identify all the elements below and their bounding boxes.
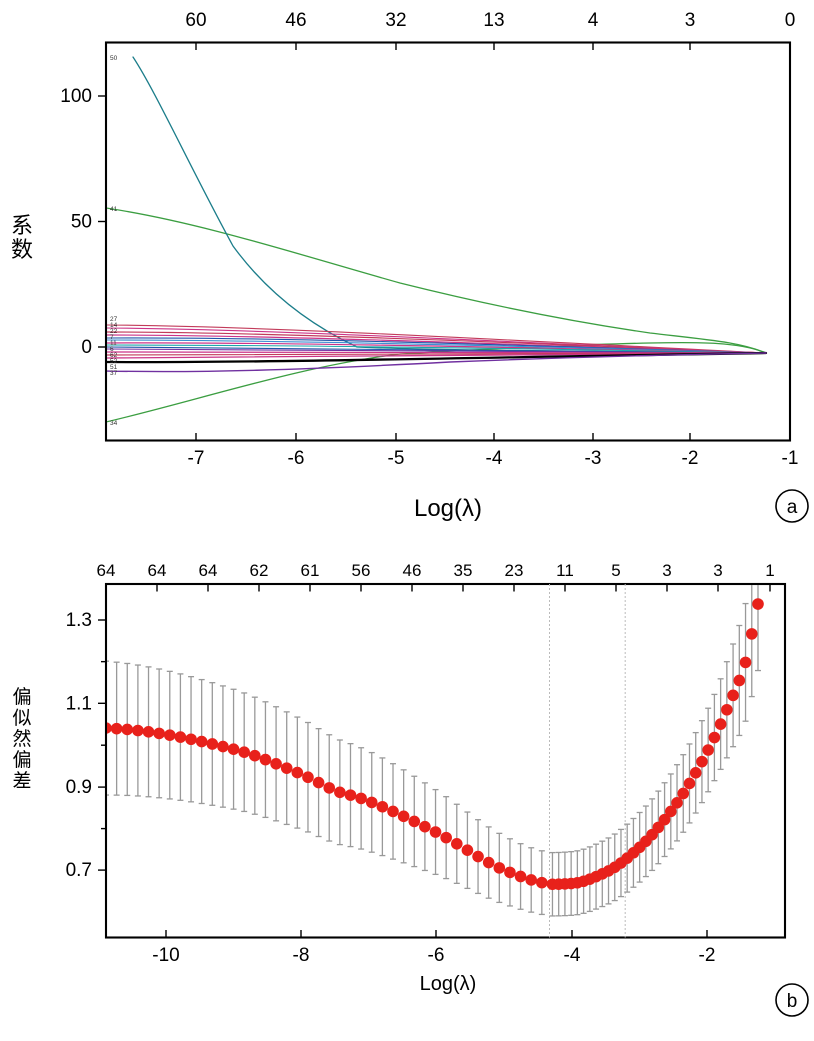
svg-text:-7: -7 xyxy=(188,448,205,469)
svg-text:0.7: 0.7 xyxy=(66,860,92,881)
svg-text:4: 4 xyxy=(588,10,599,31)
svg-text:然: 然 xyxy=(12,728,31,750)
svg-text:11: 11 xyxy=(556,561,574,580)
svg-text:1: 1 xyxy=(765,561,774,580)
svg-text:37: 37 xyxy=(110,370,118,377)
svg-text:41: 41 xyxy=(110,206,118,213)
svg-text:23: 23 xyxy=(505,561,524,580)
svg-text:偏: 偏 xyxy=(12,686,31,708)
svg-text:61: 61 xyxy=(301,561,320,580)
svg-text:60: 60 xyxy=(185,10,206,31)
svg-text:46: 46 xyxy=(285,10,306,31)
svg-text:a: a xyxy=(787,497,798,518)
svg-text:-8: -8 xyxy=(293,945,310,966)
svg-text:62: 62 xyxy=(250,561,269,580)
svg-text:b: b xyxy=(787,991,798,1012)
svg-text:3: 3 xyxy=(662,561,671,580)
svg-text:1.3: 1.3 xyxy=(66,610,92,631)
svg-text:-4: -4 xyxy=(564,945,581,966)
svg-text:100: 100 xyxy=(60,86,92,107)
svg-text:35: 35 xyxy=(454,561,473,580)
svg-text:Log(λ): Log(λ) xyxy=(420,973,477,995)
svg-text:数: 数 xyxy=(11,237,33,262)
svg-text:0: 0 xyxy=(81,337,92,358)
svg-text:5: 5 xyxy=(611,561,620,580)
svg-text:13: 13 xyxy=(483,10,504,31)
svg-text:系: 系 xyxy=(11,213,33,238)
svg-text:56: 56 xyxy=(352,561,371,580)
svg-text:似: 似 xyxy=(12,708,31,729)
svg-text:3: 3 xyxy=(685,10,696,31)
svg-text:34: 34 xyxy=(110,420,118,427)
svg-text:Log(λ): Log(λ) xyxy=(414,495,482,522)
svg-text:32: 32 xyxy=(385,10,406,31)
svg-text:50: 50 xyxy=(110,55,118,62)
svg-text:46: 46 xyxy=(403,561,422,580)
svg-text:差: 差 xyxy=(12,770,31,792)
svg-text:-2: -2 xyxy=(699,945,716,966)
svg-text:-6: -6 xyxy=(428,945,445,966)
svg-text:64: 64 xyxy=(97,561,116,580)
svg-text:-10: -10 xyxy=(152,945,179,966)
svg-text:0: 0 xyxy=(785,10,796,31)
svg-text:-5: -5 xyxy=(388,448,405,469)
svg-text:-3: -3 xyxy=(585,448,602,469)
svg-text:-4: -4 xyxy=(486,448,503,469)
svg-text:0.9: 0.9 xyxy=(66,777,92,798)
svg-text:1.1: 1.1 xyxy=(66,693,92,714)
svg-text:-2: -2 xyxy=(682,448,699,469)
svg-text:偏: 偏 xyxy=(12,749,31,771)
svg-text:3: 3 xyxy=(713,561,722,580)
svg-text:-1: -1 xyxy=(782,448,799,469)
svg-text:-6: -6 xyxy=(288,448,305,469)
svg-text:50: 50 xyxy=(71,212,92,233)
svg-text:64: 64 xyxy=(199,561,218,580)
svg-text:64: 64 xyxy=(148,561,167,580)
